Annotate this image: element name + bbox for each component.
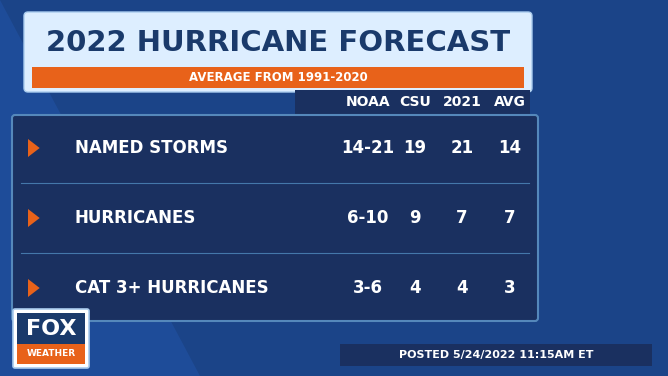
Text: NOAA: NOAA — [345, 95, 390, 109]
Text: AVERAGE FROM 1991-2020: AVERAGE FROM 1991-2020 — [188, 71, 367, 84]
FancyBboxPatch shape — [13, 309, 89, 368]
FancyBboxPatch shape — [17, 313, 85, 344]
Text: FOX: FOX — [26, 318, 76, 339]
FancyBboxPatch shape — [24, 12, 532, 92]
Text: 2021: 2021 — [443, 95, 482, 109]
Polygon shape — [28, 139, 39, 157]
Text: CSU: CSU — [399, 95, 431, 109]
Text: 4: 4 — [409, 279, 421, 297]
FancyBboxPatch shape — [17, 344, 85, 364]
Text: 6-10: 6-10 — [347, 209, 389, 227]
Text: AVG: AVG — [494, 95, 526, 109]
Text: CAT 3+ HURRICANES: CAT 3+ HURRICANES — [75, 279, 269, 297]
Text: WEATHER: WEATHER — [27, 350, 75, 358]
Text: 7: 7 — [504, 209, 516, 227]
Text: HURRICANES: HURRICANES — [75, 209, 196, 227]
Text: 14: 14 — [498, 139, 522, 157]
Text: 7: 7 — [456, 209, 468, 227]
FancyBboxPatch shape — [340, 344, 652, 366]
Polygon shape — [28, 209, 39, 227]
Text: 9: 9 — [409, 209, 421, 227]
FancyBboxPatch shape — [295, 90, 530, 114]
Text: 21: 21 — [450, 139, 474, 157]
FancyBboxPatch shape — [12, 115, 538, 321]
Text: 14-21: 14-21 — [341, 139, 395, 157]
Text: NAMED STORMS: NAMED STORMS — [75, 139, 228, 157]
Text: 2022 HURRICANE FORECAST: 2022 HURRICANE FORECAST — [46, 29, 510, 58]
FancyBboxPatch shape — [32, 67, 524, 88]
Polygon shape — [0, 0, 200, 376]
Text: 4: 4 — [456, 279, 468, 297]
Text: 3-6: 3-6 — [353, 279, 383, 297]
Polygon shape — [28, 279, 39, 297]
Text: POSTED 5/24/2022 11:15AM ET: POSTED 5/24/2022 11:15AM ET — [399, 350, 593, 360]
Text: 3: 3 — [504, 279, 516, 297]
Text: 19: 19 — [403, 139, 427, 157]
